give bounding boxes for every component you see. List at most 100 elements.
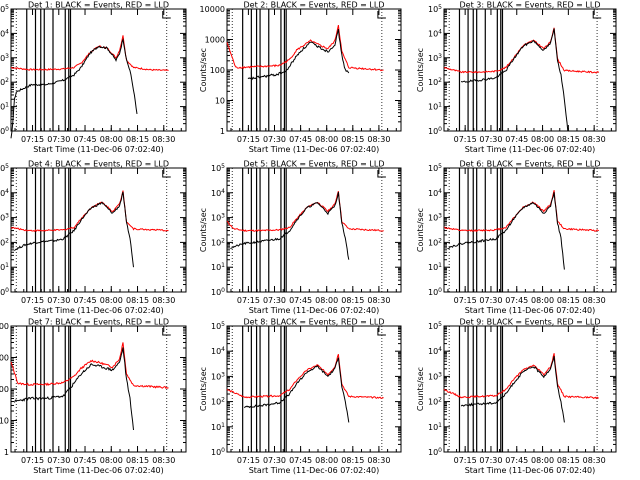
- y-tick-label: 100: [0, 287, 9, 297]
- x-tick-label: 07:45: [505, 456, 528, 465]
- plot-frame: [226, 325, 402, 453]
- x-tick-label: 08:00: [100, 456, 123, 465]
- chart-title: Det 6: BLACK = Events, RED = LLD: [460, 160, 601, 169]
- y-axis-label: Counts/sec: [199, 48, 208, 92]
- y-axis-label: Counts/sec: [199, 208, 208, 252]
- y-tick-label: 103: [428, 371, 442, 381]
- y-tick-label: 103: [211, 213, 225, 223]
- x-tick-label: 07:15: [237, 135, 260, 144]
- x-tick-label: 08:00: [531, 135, 554, 144]
- det-chart-6: Det 6: BLACK = Events, RED = LLD 100 101 10…: [416, 160, 617, 315]
- x-tick-label: 07:30: [47, 135, 70, 144]
- series-events: [10, 37, 138, 139]
- chart-title: Det 8: BLACK = Events, RED = LLD: [244, 318, 385, 327]
- series-events: [230, 191, 350, 260]
- y-tick-label: 105: [428, 163, 442, 173]
- series-events: [460, 28, 569, 132]
- y-tick-label: 101: [0, 262, 9, 272]
- y-tick-label: 10: [215, 97, 225, 106]
- plot-frame: [226, 167, 402, 293]
- y-tick-label: 100: [211, 287, 225, 297]
- series-lld: [443, 27, 600, 74]
- plot-frame: [10, 167, 187, 293]
- x-axis-label: Start Time (11-Dec-06 07:02:40): [33, 466, 164, 475]
- chart-title: Det 1: BLACK = Events, RED = LLD: [28, 1, 169, 10]
- y-tick-label: 104: [0, 28, 9, 38]
- chart-title: Det 3: BLACK = Events, RED = LLD: [460, 1, 601, 10]
- x-tick-label: 07:45: [73, 296, 96, 305]
- x-tick-label: 08:15: [557, 456, 580, 465]
- y-tick-label: 104: [211, 346, 225, 356]
- det-chart-8: Det 8: BLACK = Events, RED = LLD 100 101 10…: [199, 318, 402, 475]
- y-tick-label: 1: [4, 448, 9, 457]
- det-chart-9: Det 9: BLACK = Events, RED = LLD 100 101 10…: [416, 318, 617, 475]
- y-tick-label: 101: [428, 102, 442, 112]
- x-axis-label: Start Time (11-Dec-06 07:02:40): [33, 306, 164, 315]
- y-tick-label: 103: [211, 371, 225, 381]
- y-tick-label: 105: [0, 163, 9, 173]
- y-tick-label: 103: [0, 213, 9, 223]
- x-tick-label: 08:30: [367, 456, 390, 465]
- corner-bracket: [592, 328, 602, 336]
- x-tick-label: 07:15: [21, 296, 44, 305]
- x-tick-label: 07:15: [454, 135, 477, 144]
- y-tick-label: 101: [211, 422, 225, 432]
- series-events: [247, 28, 350, 81]
- x-tick-label: 07:45: [505, 135, 528, 144]
- x-tick-label: 07:30: [47, 296, 70, 305]
- y-tick-label: 105: [0, 4, 9, 14]
- y-tick-label: 104: [0, 188, 9, 198]
- series-events: [14, 347, 134, 431]
- x-tick-label: 08:00: [315, 456, 338, 465]
- y-tick-label: 104: [428, 346, 442, 356]
- x-tick-label: 07:45: [289, 456, 312, 465]
- corner-bracket: [162, 328, 171, 336]
- x-tick-label: 08:30: [367, 296, 390, 305]
- x-axis-label: Start Time (11-Dec-06 07:02:40): [465, 306, 596, 315]
- det-chart-7: Det 7: BLACK = Events, RED = LLD 1 10 100 10…: [0, 318, 187, 475]
- y-tick-label: 102: [211, 237, 225, 247]
- y-tick-label: 101: [211, 262, 225, 272]
- y-tick-label: 102: [0, 77, 9, 87]
- det-chart-4: Det 4: BLACK = Events, RED = LLD 100 101 10…: [0, 160, 187, 315]
- x-tick-label: 07:30: [263, 456, 286, 465]
- x-tick-label: 07:45: [73, 456, 96, 465]
- x-axis-label: Start Time (11-Dec-06 07:02:40): [465, 145, 596, 154]
- x-tick-label: 07:45: [289, 296, 312, 305]
- y-tick-label: 104: [428, 188, 442, 198]
- x-tick-label: 08:15: [557, 296, 580, 305]
- y-tick-label: 104: [428, 28, 442, 38]
- x-tick-label: 07:15: [21, 135, 44, 144]
- x-tick-label: 07:30: [479, 296, 502, 305]
- y-tick-label: 103: [428, 53, 442, 63]
- y-tick-label: 1: [220, 127, 225, 136]
- y-tick-label: 100: [428, 287, 442, 297]
- y-axis-label: Counts/sec: [416, 48, 425, 92]
- corner-bracket: [377, 328, 386, 336]
- corner-bracket: [162, 11, 171, 19]
- chart-title: Det 2: BLACK = Events, RED = LLD: [244, 1, 385, 10]
- series-lld: [226, 191, 384, 233]
- y-tick-label: 100: [211, 447, 225, 457]
- y-tick-label: 105: [211, 321, 225, 331]
- y-tick-label: 105: [428, 321, 442, 331]
- y-tick-label: 104: [211, 188, 225, 198]
- x-tick-label: 07:30: [47, 456, 70, 465]
- x-tick-label: 07:15: [454, 296, 477, 305]
- series-lld: [10, 342, 169, 390]
- x-tick-label: 08:00: [531, 456, 554, 465]
- x-tick-label: 08:15: [126, 296, 149, 305]
- x-axis-label: Start Time (11-Dec-06 07:02:40): [249, 145, 380, 154]
- y-axis-label: Counts/sec: [199, 367, 208, 411]
- det-chart-3: Det 3: BLACK = Events, RED = LLD 100 101 10…: [416, 1, 617, 154]
- x-tick-label: 08:30: [583, 296, 606, 305]
- y-tick-label: 10000: [200, 5, 225, 14]
- x-tick-label: 08:30: [152, 135, 175, 144]
- series-events: [460, 355, 565, 423]
- corner-bracket: [377, 11, 386, 19]
- series-lld: [443, 353, 599, 400]
- x-tick-label: 08:30: [152, 296, 175, 305]
- x-tick-label: 08:15: [341, 296, 364, 305]
- plot-frame: [443, 8, 617, 132]
